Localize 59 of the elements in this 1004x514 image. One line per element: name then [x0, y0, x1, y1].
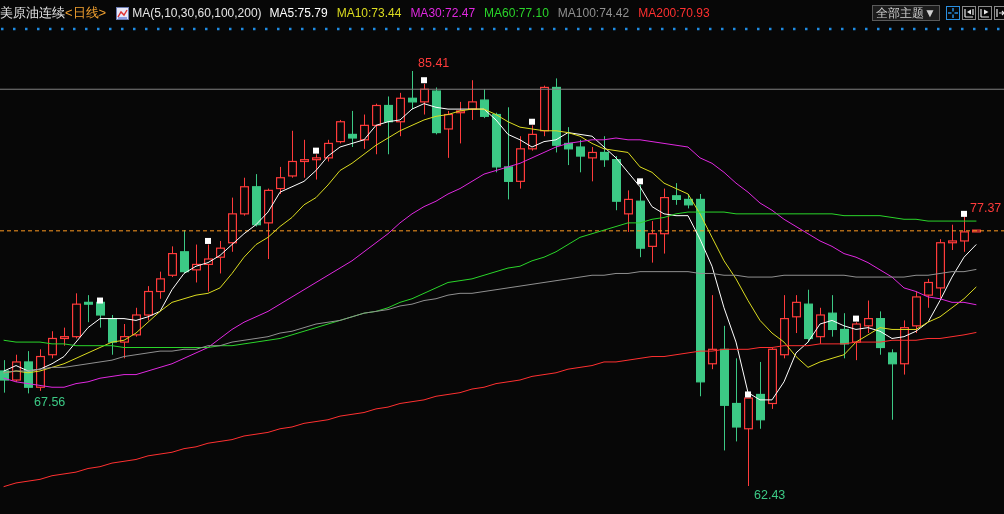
text: MA60:77.10: [484, 6, 549, 20]
candlestick: [108, 314, 117, 356]
point: [97, 297, 103, 304]
text: MA5:75.79: [269, 6, 328, 20]
candlestick: [288, 130, 297, 179]
candlestick: [444, 110, 453, 159]
candlestick: [168, 245, 177, 278]
candlestick: [624, 189, 633, 233]
candlestick: [324, 139, 333, 162]
chart-title: 美原油连续: [0, 5, 65, 20]
point: [205, 237, 211, 244]
candlestick: [156, 271, 165, 300]
point: [637, 178, 643, 185]
candlestick: [600, 135, 609, 168]
dropdown-button: 全部主题▼: [872, 5, 940, 21]
legend-title: MA(5,10,30,60,100,200): [132, 6, 262, 20]
candlestick: [408, 70, 417, 110]
point: [745, 391, 751, 398]
point: [529, 118, 535, 125]
candlestick: [864, 300, 873, 334]
point: [313, 147, 319, 154]
candlestick: [828, 294, 837, 338]
candlestick: [420, 83, 429, 116]
text: 85.41: [418, 56, 450, 70]
text: MA100:74.42: [557, 6, 630, 20]
candlestick: [60, 327, 69, 347]
text: 62.43: [754, 488, 786, 503]
candlestick: [888, 348, 897, 421]
candlestick: [384, 95, 393, 155]
candlestick: [276, 166, 285, 195]
candlestick: [840, 312, 849, 359]
candlestick: [144, 285, 153, 321]
candlestick: [480, 88, 489, 119]
point: [421, 77, 427, 84]
candlestick: [312, 153, 321, 181]
text: 67.56: [34, 395, 66, 410]
candlestick: [576, 139, 585, 173]
chart-subtitle: <日线>: [65, 5, 107, 20]
candlestick: [180, 229, 189, 274]
candlestick: [84, 294, 93, 323]
candlestick: [732, 357, 741, 442]
text: 77.37: [970, 201, 1002, 216]
text: MA10:73.44: [336, 6, 402, 20]
candlestick: [792, 294, 801, 334]
candlestick: [396, 92, 405, 137]
candlestick: [372, 103, 381, 155]
point: [853, 315, 859, 322]
candlestick: [300, 139, 309, 179]
candlestick: [504, 106, 513, 200]
candlestick: [672, 182, 681, 206]
candlestick: [336, 119, 345, 144]
point: [961, 210, 967, 217]
candlestick: [648, 220, 657, 264]
text: MA200:70.93: [638, 6, 710, 20]
candlestick: [348, 110, 357, 148]
candlestick: [948, 224, 957, 251]
text: MA30:72.47: [410, 6, 476, 20]
candlestick: [588, 146, 597, 182]
candlestick: [924, 278, 933, 309]
